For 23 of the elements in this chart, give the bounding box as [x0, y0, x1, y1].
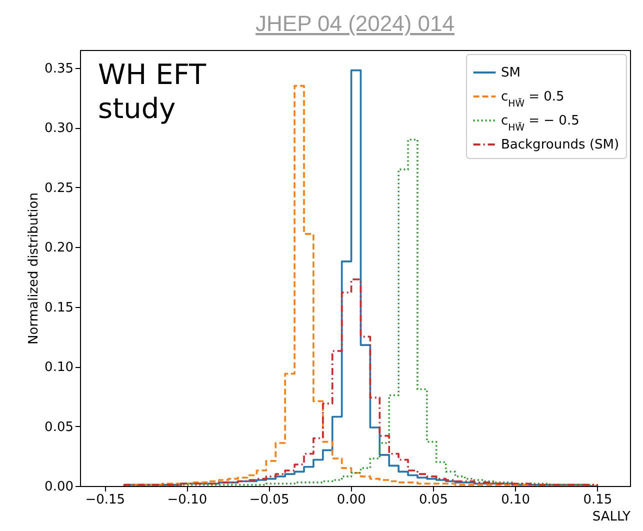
legend-label: c$_{HW̃}$ = 0.5 — [501, 90, 564, 109]
annotation: WH EFT study — [98, 58, 207, 125]
y-tick-label: 0.15 — [44, 300, 74, 316]
y-axis-title: Normalized distribution — [26, 192, 42, 344]
y-tick-label: 0.35 — [44, 61, 74, 76]
y-tick-label: 0.10 — [44, 360, 74, 376]
x-tick-label: 0.05 — [419, 492, 448, 508]
legend-label: c$_{HW̃}$ = − 0.5 — [501, 114, 580, 133]
y-tick-label: 0.00 — [44, 480, 74, 494]
x-tick-label: 0.15 — [583, 492, 612, 508]
x-axis-title: SALLY — [592, 510, 631, 524]
x-tick-label: −0.05 — [249, 492, 290, 508]
legend-label: Backgrounds (SM) — [501, 138, 620, 152]
x-tick-label: −0.10 — [167, 492, 208, 508]
y-tick-label: 0.05 — [44, 420, 74, 435]
y-tick-label: 0.20 — [44, 240, 74, 256]
chart-title: JHEP 04 (2024) 014 — [256, 11, 454, 36]
x-tick-label: −0.15 — [85, 492, 126, 508]
x-tick-label: 0.10 — [501, 492, 530, 508]
y-tick-label: 0.25 — [44, 180, 74, 196]
x-tick-label: 0.00 — [336, 492, 366, 508]
y-tick-label: 0.30 — [44, 121, 74, 136]
legend-label: SM — [501, 66, 520, 80]
